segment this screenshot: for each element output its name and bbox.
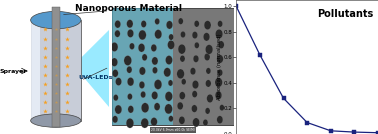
Ellipse shape xyxy=(129,43,135,50)
Ellipse shape xyxy=(128,106,134,113)
Ellipse shape xyxy=(177,69,184,79)
Ellipse shape xyxy=(203,33,210,41)
Ellipse shape xyxy=(164,68,171,77)
Ellipse shape xyxy=(152,67,158,74)
Text: Nanoporous Material: Nanoporous Material xyxy=(75,4,182,13)
Ellipse shape xyxy=(218,21,223,27)
Bar xyxy=(112,8,234,125)
Ellipse shape xyxy=(194,42,199,49)
Ellipse shape xyxy=(218,41,224,49)
Ellipse shape xyxy=(154,80,162,89)
Ellipse shape xyxy=(192,118,200,127)
Ellipse shape xyxy=(127,20,133,28)
Ellipse shape xyxy=(155,30,162,39)
Text: 20.0kV 6.9mm x60.0k SE(M): 20.0kV 6.9mm x60.0k SE(M) xyxy=(151,128,195,132)
Ellipse shape xyxy=(192,80,199,89)
Ellipse shape xyxy=(152,91,158,99)
Ellipse shape xyxy=(194,21,199,27)
Ellipse shape xyxy=(127,29,133,38)
Ellipse shape xyxy=(141,91,146,98)
Ellipse shape xyxy=(217,55,223,63)
Ellipse shape xyxy=(154,103,160,111)
Ellipse shape xyxy=(192,91,197,98)
Ellipse shape xyxy=(177,102,183,110)
Ellipse shape xyxy=(112,116,118,123)
Ellipse shape xyxy=(215,29,223,39)
Ellipse shape xyxy=(115,30,120,37)
Ellipse shape xyxy=(179,92,185,100)
Ellipse shape xyxy=(204,21,211,30)
Ellipse shape xyxy=(151,44,156,52)
Ellipse shape xyxy=(155,18,160,25)
Ellipse shape xyxy=(151,118,157,126)
Polygon shape xyxy=(73,24,115,114)
Ellipse shape xyxy=(112,70,118,77)
Ellipse shape xyxy=(168,80,173,86)
Ellipse shape xyxy=(141,21,146,27)
Ellipse shape xyxy=(139,67,146,75)
Ellipse shape xyxy=(169,116,173,122)
Ellipse shape xyxy=(180,55,185,62)
Ellipse shape xyxy=(166,56,172,65)
Ellipse shape xyxy=(178,18,183,24)
Ellipse shape xyxy=(217,69,223,76)
Ellipse shape xyxy=(113,94,118,101)
Ellipse shape xyxy=(111,42,118,51)
Ellipse shape xyxy=(138,44,145,52)
Ellipse shape xyxy=(152,57,158,65)
Ellipse shape xyxy=(217,116,223,124)
Ellipse shape xyxy=(115,105,122,114)
Ellipse shape xyxy=(220,105,224,111)
Text: UVA-LEDs: UVA-LEDs xyxy=(79,75,113,80)
Bar xyxy=(31,20,40,121)
Ellipse shape xyxy=(215,91,222,100)
Ellipse shape xyxy=(203,119,208,126)
Ellipse shape xyxy=(192,31,198,39)
Ellipse shape xyxy=(207,94,213,103)
Ellipse shape xyxy=(190,68,196,75)
Ellipse shape xyxy=(141,118,149,128)
Ellipse shape xyxy=(178,44,186,54)
Ellipse shape xyxy=(31,11,81,29)
Bar xyxy=(31,20,81,121)
Ellipse shape xyxy=(215,78,222,87)
Ellipse shape xyxy=(204,53,210,61)
Ellipse shape xyxy=(165,104,172,114)
Ellipse shape xyxy=(166,21,173,29)
Bar xyxy=(52,7,60,127)
Ellipse shape xyxy=(206,68,211,74)
Ellipse shape xyxy=(127,94,132,100)
Ellipse shape xyxy=(127,77,134,86)
Ellipse shape xyxy=(165,92,172,101)
Ellipse shape xyxy=(139,81,145,89)
Ellipse shape xyxy=(193,55,199,62)
Ellipse shape xyxy=(126,118,134,128)
Ellipse shape xyxy=(115,20,121,28)
Ellipse shape xyxy=(179,116,185,124)
Text: Sprayer: Sprayer xyxy=(0,68,28,74)
Bar xyxy=(112,8,173,125)
Ellipse shape xyxy=(127,66,132,73)
Ellipse shape xyxy=(139,30,146,40)
Ellipse shape xyxy=(141,103,149,113)
Ellipse shape xyxy=(205,45,213,54)
Ellipse shape xyxy=(205,108,210,114)
Ellipse shape xyxy=(181,79,186,85)
Ellipse shape xyxy=(167,40,175,49)
Text: Pollutants: Pollutants xyxy=(318,9,374,19)
Ellipse shape xyxy=(111,58,118,66)
Ellipse shape xyxy=(169,34,174,40)
Y-axis label: Absorbance (normalised): Absorbance (normalised) xyxy=(217,34,222,100)
Ellipse shape xyxy=(116,78,122,85)
Ellipse shape xyxy=(180,31,186,38)
Ellipse shape xyxy=(206,80,211,87)
Ellipse shape xyxy=(124,56,132,66)
Ellipse shape xyxy=(192,105,197,112)
Ellipse shape xyxy=(31,114,81,127)
Ellipse shape xyxy=(142,54,147,61)
